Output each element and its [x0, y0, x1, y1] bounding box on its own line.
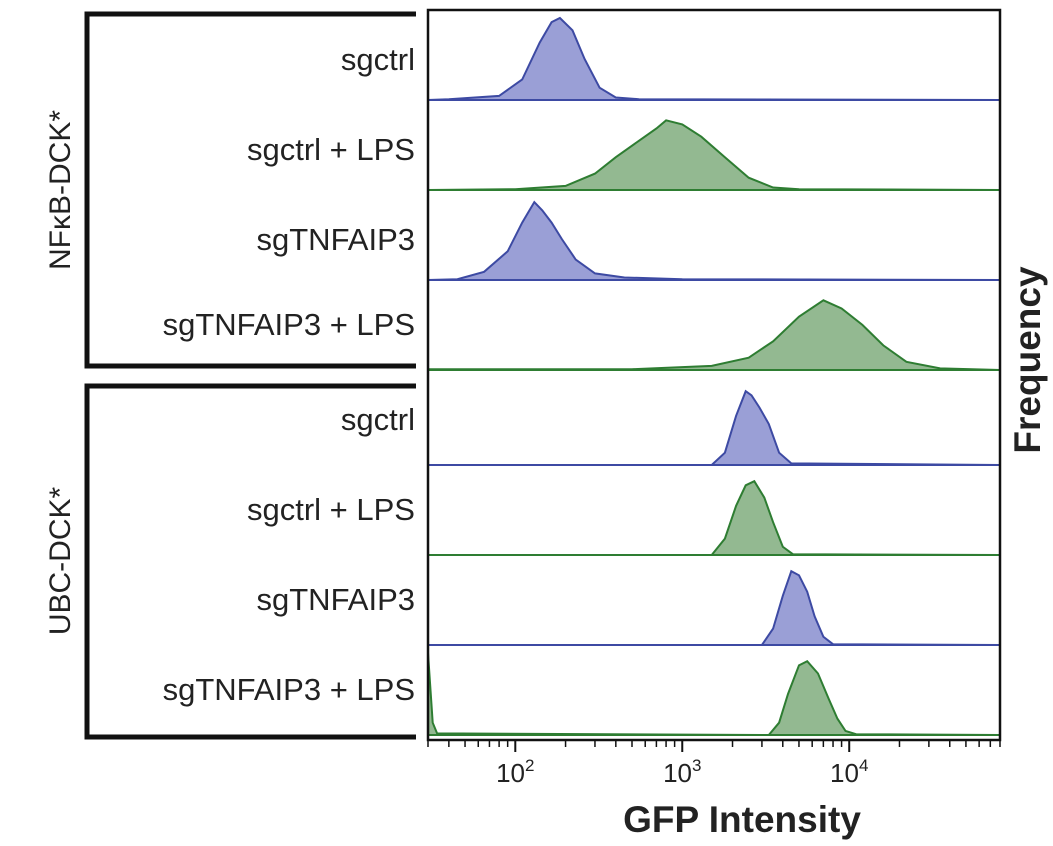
histogram-area-0-3	[428, 300, 1000, 370]
histogram-area-1-2	[428, 571, 1000, 645]
x-axis-title: GFP Intensity	[623, 799, 861, 840]
group-bracket-nfkb	[84, 11, 416, 369]
x-axis-ticks	[427, 740, 1001, 752]
histogram-rows	[427, 16, 1001, 737]
plot-frame	[426, 8, 1002, 742]
row-label-0-2: sgTNFAIP3	[257, 222, 416, 257]
histogram-line-1-0	[428, 389, 1001, 466]
row-label-1-1: sgctrl + LPS	[247, 492, 415, 527]
histogram-line-1-2	[428, 569, 1001, 646]
histogram-area-0-1	[428, 120, 1000, 190]
histogram-line-1-3	[427, 652, 1001, 737]
histogram-line-0-3	[427, 299, 1001, 371]
group-label-ubc: UBC-DCK*	[44, 487, 77, 636]
tick-label-1: 103	[663, 756, 701, 788]
histogram-area-1-0	[428, 391, 1000, 465]
histogram-area-0-0	[428, 18, 1000, 100]
group-bracket-ubc	[84, 383, 416, 740]
histogram-line-0-0	[427, 16, 1001, 101]
histogram-area-0-2	[428, 202, 1000, 280]
histogram-line-0-1	[427, 119, 1001, 191]
row-label-1-2: sgTNFAIP3	[257, 582, 416, 617]
row-label-0-1: sgctrl + LPS	[247, 132, 415, 167]
row-labels: sgctrl sgctrl + LPS sgTNFAIP3 sgTNFAIP3 + L…	[163, 42, 415, 707]
row-label-1-0: sgctrl	[341, 402, 415, 437]
histogram-line-1-1	[428, 479, 1001, 556]
histogram-area-1-3	[428, 653, 1000, 735]
row-label-1-3: sgTNFAIP3 + LPS	[163, 672, 415, 707]
histogram-area-1-1	[428, 481, 1000, 555]
y-axis-title: Frequency	[1007, 266, 1048, 454]
row-label-0-0: sgctrl	[341, 42, 415, 77]
histogram-line-0-2	[427, 200, 1001, 281]
row-label-0-3: sgTNFAIP3 + LPS	[163, 307, 415, 342]
group-label-nfkb: NFκB-DCK*	[44, 110, 77, 270]
x-axis-tick-labels: 102 103 104	[496, 756, 868, 788]
tick-label-2: 104	[830, 756, 868, 788]
tick-label-0: 102	[496, 756, 534, 788]
